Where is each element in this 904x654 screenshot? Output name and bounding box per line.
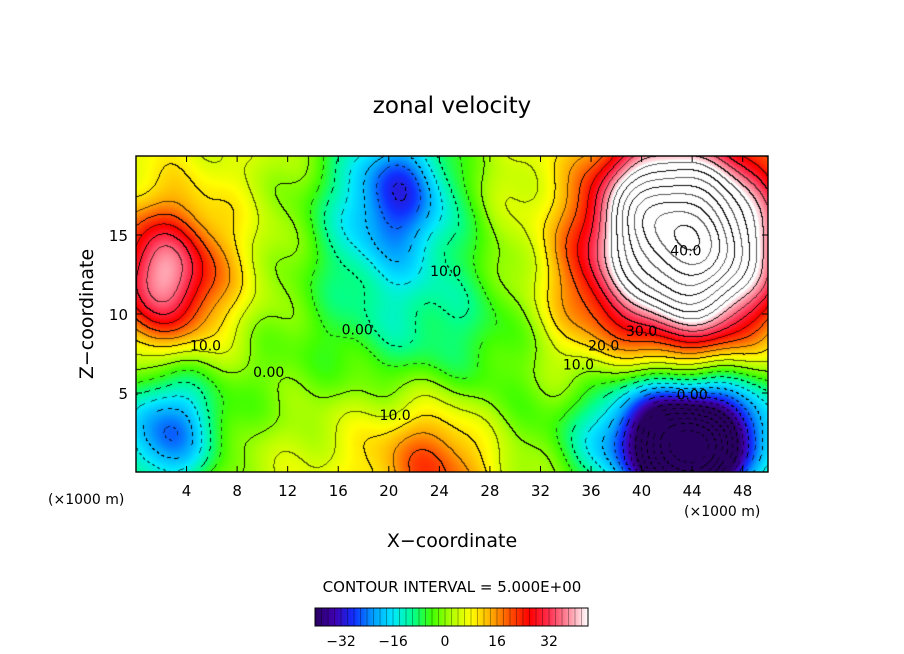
contour-label-1: 30.0 (626, 324, 657, 340)
velocity-field (136, 156, 768, 472)
contour-label-4: 0.00 (677, 387, 708, 403)
contour-label-5: 10.0 (430, 264, 461, 280)
x-tick-label: 4 (182, 482, 192, 500)
chart-title: zonal velocity (373, 93, 531, 119)
y-tick-label: 5 (118, 385, 128, 403)
y-axis: 5 10 15 (109, 227, 768, 403)
x-tick-label: 44 (683, 482, 702, 500)
colorbar-frame (314, 607, 589, 627)
colorbar-tick-label: 0 (441, 634, 450, 650)
x-axis-label: X−coordinate (387, 530, 517, 552)
contour-interval-label: CONTOUR INTERVAL = 5.000E+00 (323, 578, 582, 596)
y-tick-label: 15 (109, 227, 128, 245)
x-unit-left: (×1000 m) (48, 492, 124, 508)
x-tick-label: 48 (733, 482, 752, 500)
x-tick-label: 28 (480, 482, 499, 500)
colorbar: −32 −16 0 16 32 (314, 607, 589, 650)
colorbar-tick-label: 16 (488, 634, 506, 650)
contour-label-7: 10.0 (190, 338, 221, 354)
y-axis-label: Z−coordinate (76, 249, 98, 379)
x-tick-label: 40 (632, 482, 651, 500)
x-tick-label: 20 (379, 482, 398, 500)
x-tick-label: 36 (581, 482, 600, 500)
contour-label-2: 20.0 (588, 338, 619, 354)
x-tick-label: 8 (232, 482, 242, 500)
contour-label-8: 0.00 (253, 365, 284, 381)
x-axis: 4 8 12 16 20 24 28 32 36 40 44 48 (182, 156, 752, 500)
colorbar-tick-label: −16 (378, 634, 408, 650)
x-tick-label: 16 (329, 482, 348, 500)
contour-label-0: 40.0 (670, 244, 701, 260)
x-tick-label: 12 (278, 482, 297, 500)
x-tick-label: 24 (430, 482, 449, 500)
contour-label-9: 10.0 (380, 408, 411, 424)
x-tick-label: 32 (531, 482, 550, 500)
colorbar-ticks: −32 −16 0 16 32 (314, 608, 589, 650)
contour-labels: 40.0 30.0 20.0 10.0 0.00 10.0 0.00 10.0 0.00 10.0 (190, 244, 708, 424)
colorbar-tick-label: −32 (326, 634, 356, 650)
y-tick-label: 10 (109, 306, 128, 324)
x-unit-right: (×1000 m) (684, 504, 760, 520)
colorbar-tick-label: 32 (540, 634, 558, 650)
contour-label-6: 0.00 (342, 323, 373, 339)
contour-label-3: 10.0 (563, 357, 594, 373)
plot-area: 40.0 30.0 20.0 10.0 0.00 10.0 0.00 10.0 0.00 10.0 (135, 155, 769, 473)
